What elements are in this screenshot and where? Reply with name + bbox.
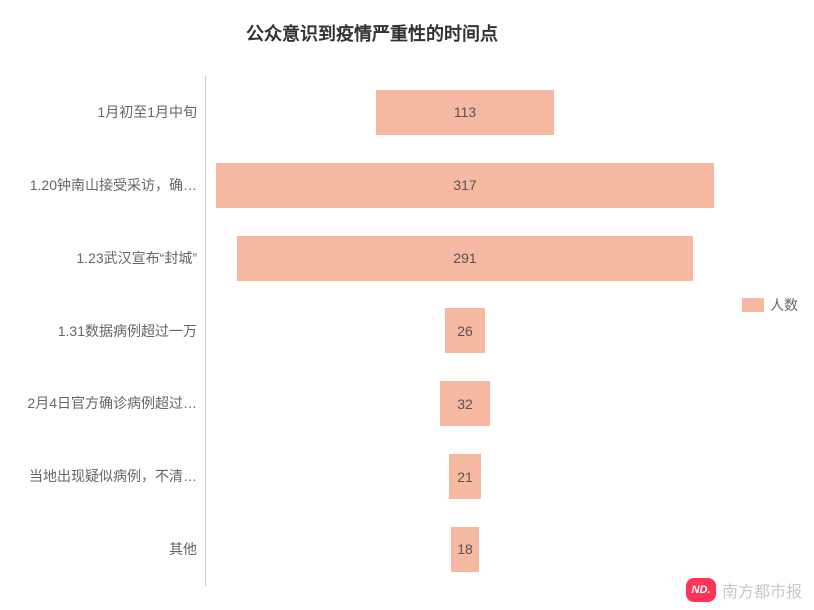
y-axis-labels: 1月初至1月中旬 1.20钟南山接受采访，确… 1.23武汉宣布“封城” 1.31数据… — [20, 76, 205, 586]
watermark-text: 南方都市报 — [722, 578, 802, 602]
bar-row: 26 — [206, 308, 724, 353]
y-axis-label: 2月4日官方确诊病例超过… — [20, 395, 197, 412]
bar-row: 317 — [206, 163, 724, 208]
bar: 21 — [449, 454, 482, 499]
bar-row: 113 — [206, 90, 724, 135]
bar: 26 — [445, 308, 486, 353]
bar-row: 18 — [206, 527, 724, 572]
bar-value-label: 317 — [453, 177, 476, 193]
y-axis-label: 1.31数据病例超过一万 — [20, 323, 197, 340]
bar-row: 32 — [206, 381, 724, 426]
bar-value-label: 21 — [457, 469, 473, 485]
y-axis-label: 1月初至1月中旬 — [20, 104, 197, 121]
bar-value-label: 26 — [457, 323, 473, 339]
y-axis-label: 当地出现疑似病例，不清… — [20, 468, 197, 485]
y-axis-label: 1.20钟南山接受采访，确… — [20, 177, 197, 194]
bars-area: 113 317 291 26 32 21 18 — [205, 76, 724, 586]
bar-value-label: 113 — [454, 104, 476, 120]
legend-label: 人数 — [770, 295, 798, 315]
bar-row: 291 — [206, 236, 724, 281]
y-axis-label: 其他 — [20, 541, 197, 558]
bar-value-label: 291 — [453, 250, 476, 266]
chart-container: 公众意识到疫情严重性的时间点 1月初至1月中旬 1.20钟南山接受采访，确… 1.2… — [0, 0, 814, 610]
plot-area: 1月初至1月中旬 1.20钟南山接受采访，确… 1.23武汉宣布“封城” 1.31数据… — [20, 76, 724, 586]
bar-row: 21 — [206, 454, 724, 499]
bar: 291 — [237, 236, 693, 281]
watermark-icon: ND. — [686, 578, 716, 602]
bar-value-label: 32 — [457, 396, 473, 412]
legend-swatch — [742, 298, 764, 312]
bar: 32 — [440, 381, 490, 426]
bar-value-label: 18 — [457, 541, 473, 557]
watermark: ND. 南方都市报 — [686, 578, 802, 602]
bar: 18 — [451, 527, 479, 572]
y-axis-label: 1.23武汉宣布“封城” — [20, 250, 197, 267]
chart-title: 公众意识到疫情严重性的时间点 — [20, 20, 724, 46]
bar: 113 — [376, 90, 553, 135]
bar: 317 — [216, 163, 713, 208]
legend: 人数 — [742, 295, 798, 315]
